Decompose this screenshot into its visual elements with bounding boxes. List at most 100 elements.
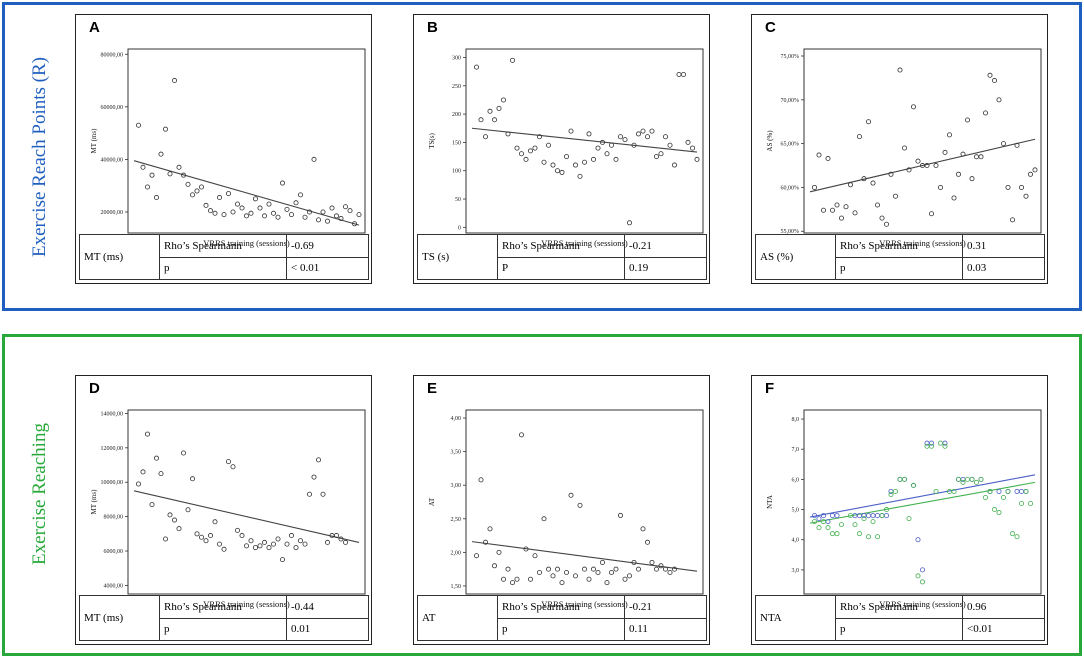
stats-row-p: p 0.11 [418,617,707,641]
p-value: 0.03 [962,256,1045,280]
data-point [928,440,934,446]
data-point [216,541,222,547]
data-point [559,169,565,175]
y-tick-label: 7,0 [792,447,800,453]
data-point [252,545,258,551]
data-point [297,192,303,198]
data-point [649,559,655,565]
data-point [288,533,294,539]
data-point [510,580,516,586]
data-point [1027,501,1033,507]
data-point [843,204,849,210]
data-point [816,152,822,158]
data-point [919,567,925,573]
y-tick-label: 50 [455,197,461,203]
data-point [483,134,489,140]
data-point [613,156,619,162]
panel-letter: A [89,19,100,36]
stats-table: TS (s) Rho’s Spearmann -0.21 P 0.19 [417,234,707,280]
data-point [519,151,525,157]
p-label: p [835,256,963,280]
data-point [604,151,610,157]
data-point [821,513,827,519]
data-point [483,539,489,545]
data-point [212,519,218,525]
data-point [176,526,182,532]
data-point [834,202,840,208]
data-point [207,208,213,214]
data-point [284,541,290,547]
data-point [342,204,348,210]
data-point [532,553,538,559]
data-point [604,580,610,586]
y-tick-label: 6,0 [792,477,800,483]
data-point [901,145,907,151]
data-point [640,128,646,134]
data-point [635,566,641,572]
data-point [252,196,258,202]
data-point [145,431,151,437]
data-point [505,566,511,572]
data-point [915,537,921,543]
trend-line [133,490,360,543]
data-point [315,457,321,463]
rho-label: Rho’s Spearmann [835,595,963,619]
rho-label: Rho’s Spearmann [159,234,287,258]
data-point [563,570,569,576]
y-tick-label: 6000,00 [104,549,124,555]
p-label: p [159,617,287,641]
plot-frame [127,48,366,234]
stats-row-rho: MT (ms) Rho’s Spearmann -0.69 [79,234,369,280]
y-tick-label: 8,0 [792,417,800,423]
y-axis-label: AS (%) [766,130,774,152]
data-point [230,209,236,215]
y-tick-label: 2,00 [451,550,462,556]
data-point [248,538,254,544]
data-point [221,546,227,552]
data-point [595,145,601,151]
y-tick-label: 4,00 [451,416,462,422]
data-point [559,580,565,586]
data-point [311,474,317,480]
y-axis-label: MT (ms) [90,128,98,154]
data-point [649,128,655,134]
y-tick-label: 80000,00 [101,52,124,58]
y-tick-label: 3,00 [451,483,462,489]
data-point [640,526,646,532]
data-point [284,206,290,212]
y-tick-label: 55,00% [781,229,800,235]
y-tick-label: 2,50 [451,517,462,523]
data-point [496,105,502,111]
plot-frame [127,409,366,595]
data-point [1014,142,1020,148]
data-point [608,142,614,148]
data-point [577,502,583,508]
data-point [581,566,587,572]
rho-value: -0.21 [624,234,707,258]
data-point [563,154,569,160]
panel-d: D 4000,00 6000,00 8000,00 10000,00 12000,00 14… [75,375,372,645]
data-point [910,104,916,110]
data-point [293,200,299,206]
group-box-reach-points [2,2,1082,311]
data-point [501,576,507,582]
stats-row-p: p 0.01 [80,617,369,641]
data-point [537,134,543,140]
y-axis-label: NTA [766,495,774,509]
p-value: < 0.01 [286,256,369,280]
data-point [279,180,285,186]
data-point [987,72,993,78]
data-point [537,570,543,576]
stats-row-rho: NTA Rho’s Spearmann 0.96 [755,595,1045,641]
data-point [892,488,898,494]
panel-c: C 55,00% 60,00% 65,00% 70,00% 75,00% AS (%) VRR… [751,14,1048,284]
data-point [852,522,858,528]
data-point [297,538,303,544]
data-point [1000,141,1006,147]
data-point [892,193,898,199]
data-point [888,171,894,177]
data-point [478,477,484,483]
data-point [320,209,326,215]
data-point [261,539,267,545]
data-point [568,492,574,498]
